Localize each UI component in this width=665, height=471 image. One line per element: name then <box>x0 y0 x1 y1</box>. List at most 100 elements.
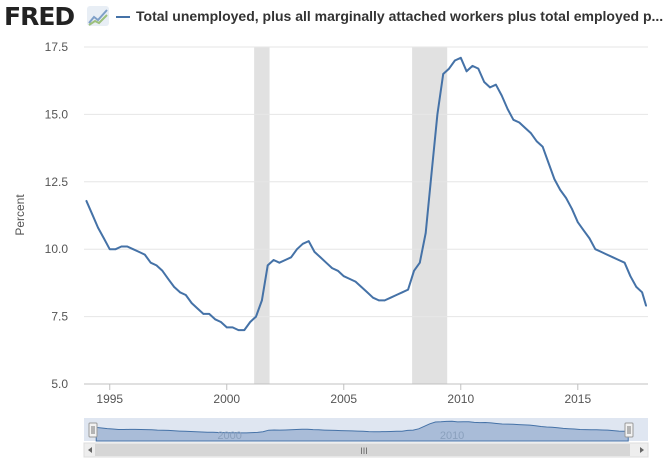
x-tick-label: 2000 <box>213 392 240 406</box>
legend-series-swatch <box>116 16 130 18</box>
data-point <box>512 118 515 121</box>
data-point <box>641 291 643 294</box>
data-point <box>407 288 409 291</box>
series-layer <box>85 56 648 332</box>
data-point <box>272 259 275 261</box>
data-point <box>185 294 187 296</box>
navigator-year-label: 2000 <box>217 430 241 442</box>
data-point <box>506 108 509 110</box>
data-point <box>366 291 368 294</box>
data-point <box>436 113 439 116</box>
y-tick-label: 15.0 <box>45 107 69 121</box>
data-point <box>255 315 257 318</box>
x-tick-label: 1995 <box>96 392 123 406</box>
data-point <box>91 213 93 215</box>
chart-header: FRED Total unemployed, plus all marginal… <box>0 0 665 34</box>
y-tick-label: 10.0 <box>45 242 69 256</box>
data-point <box>588 237 591 240</box>
data-point <box>138 251 140 253</box>
recession-band <box>254 47 270 384</box>
data-point <box>325 261 328 264</box>
data-point <box>530 132 532 135</box>
data-point <box>313 251 316 253</box>
data-point <box>518 121 521 124</box>
scrollbar-thumb[interactable] <box>95 444 630 456</box>
data-point <box>401 291 404 294</box>
data-point <box>565 197 567 199</box>
data-point <box>541 145 544 148</box>
data-point <box>85 199 88 202</box>
scroll-right-arrow-icon[interactable] <box>640 447 644 453</box>
grid-layer <box>84 46 648 385</box>
data-point <box>225 326 228 329</box>
y-tick-label: 17.5 <box>45 40 69 54</box>
data-point <box>495 83 497 86</box>
data-point <box>582 229 585 232</box>
data-point <box>559 189 562 191</box>
data-point <box>97 226 99 229</box>
data-point <box>173 286 175 288</box>
data-point <box>237 329 240 331</box>
navigator-year-label: 2010 <box>440 430 464 442</box>
data-point <box>571 207 573 210</box>
scroll-left-arrow-icon[interactable] <box>88 447 92 453</box>
data-point <box>500 94 503 97</box>
y-tick-label: 7.5 <box>51 310 68 324</box>
data-point <box>348 278 351 280</box>
data-point <box>108 248 111 250</box>
data-point <box>465 70 468 73</box>
data-point <box>395 294 398 296</box>
data-point <box>606 253 608 256</box>
data-point <box>629 275 632 277</box>
data-point <box>331 267 333 269</box>
scrollbar-grip-icon: III <box>360 446 368 456</box>
data-point <box>214 318 216 321</box>
data-point <box>524 127 526 129</box>
data-point <box>103 237 105 240</box>
data-point <box>302 243 304 245</box>
data-point <box>220 321 222 323</box>
navigator-series-area <box>95 420 629 442</box>
data-point <box>266 264 269 267</box>
data-point <box>645 305 647 307</box>
x-tick-label: 2015 <box>564 392 591 406</box>
data-point <box>337 269 339 272</box>
data-point <box>342 275 345 277</box>
data-point <box>155 264 158 267</box>
data-point <box>296 248 298 250</box>
y-axis-label: Percent <box>13 194 27 236</box>
data-point <box>442 73 445 75</box>
range-navigator[interactable]: 2000 2010 III <box>83 418 649 458</box>
data-point <box>413 269 415 272</box>
data-point <box>419 261 421 264</box>
data-point <box>179 291 181 294</box>
data-point <box>594 248 597 250</box>
data-point <box>617 259 620 261</box>
data-point <box>278 261 281 264</box>
data-point <box>261 299 263 302</box>
data-point <box>196 307 199 310</box>
fred-logo[interactable]: FRED <box>4 2 75 31</box>
data-point <box>553 178 556 180</box>
data-point <box>430 172 433 175</box>
series-line <box>85 56 648 332</box>
data-point <box>576 221 579 224</box>
data-point <box>454 59 456 62</box>
data-point <box>249 321 251 323</box>
data-point <box>190 302 193 304</box>
data-point <box>202 313 205 315</box>
data-point <box>612 256 614 259</box>
data-point <box>126 245 129 248</box>
data-point <box>161 269 164 272</box>
data-point <box>448 67 450 70</box>
data-point <box>483 81 485 83</box>
data-point <box>389 296 392 299</box>
x-tick-label: 2005 <box>330 392 357 406</box>
navigator-handle[interactable] <box>88 422 98 438</box>
data-point <box>290 256 292 259</box>
data-point <box>477 67 480 70</box>
recession-shading-layer <box>254 47 448 384</box>
navigator-handle[interactable] <box>624 422 634 438</box>
data-point <box>360 286 363 288</box>
